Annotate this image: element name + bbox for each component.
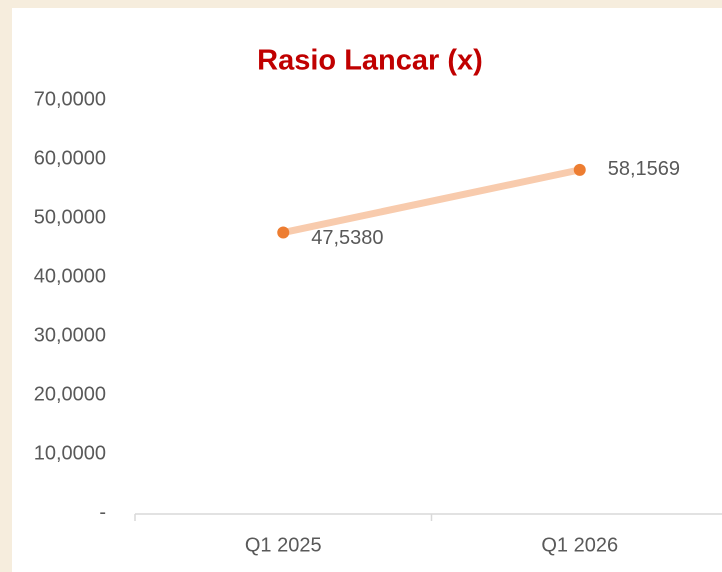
data-label: 47,5380 [311, 227, 383, 249]
y-tick-label: 30,0000 [34, 324, 106, 346]
x-tick-label: Q1 2025 [245, 534, 322, 556]
line [279, 166, 584, 237]
marker [573, 163, 586, 176]
y-tick-label: - [99, 501, 106, 523]
data-label: 58,1569 [608, 158, 680, 180]
y-tick-label: 10,0000 [34, 442, 106, 464]
x-tick-label: Q1 2026 [541, 534, 618, 556]
y-tick-label: 40,0000 [34, 265, 106, 287]
y-tick-label: 70,0000 [34, 88, 106, 110]
y-tick-label: 50,0000 [34, 206, 106, 228]
y-tick-label: 20,0000 [34, 383, 106, 405]
y-tick-label: 60,0000 [34, 147, 106, 169]
marker [277, 226, 290, 239]
chart-area [12, 8, 722, 572]
chart-title: Rasio Lancar (x) [257, 45, 483, 77]
